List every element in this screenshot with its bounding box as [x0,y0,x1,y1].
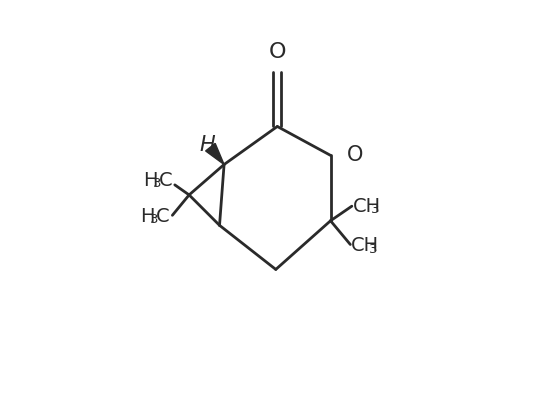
Text: 3: 3 [152,177,161,190]
Text: O: O [346,145,363,166]
Text: O: O [268,42,286,62]
Text: H: H [140,207,155,226]
Text: H: H [200,135,215,155]
Text: C: C [156,207,169,226]
Text: 3: 3 [369,243,377,256]
Text: 3: 3 [371,203,379,216]
Text: C: C [159,171,172,190]
Text: CH: CH [351,236,379,255]
Text: H: H [144,171,158,190]
Text: 3: 3 [150,213,158,226]
Polygon shape [206,143,224,164]
Text: CH: CH [353,197,382,216]
